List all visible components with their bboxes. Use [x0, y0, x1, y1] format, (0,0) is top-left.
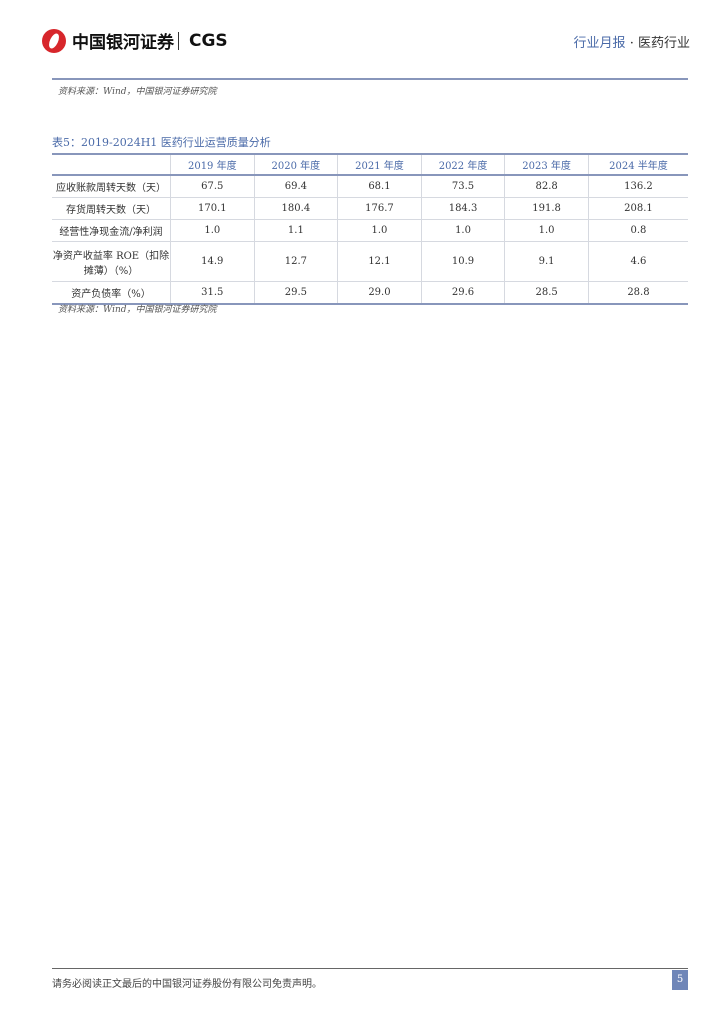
column-header: 2020 年度	[253, 153, 339, 176]
logo-divider	[178, 31, 179, 50]
table-cell: 4.6	[587, 241, 688, 282]
table-cell: 1.1	[253, 219, 339, 242]
logo-brand: CGS	[189, 30, 228, 51]
table-cell: 136.2	[587, 174, 688, 198]
table-cell: 1.0	[337, 219, 422, 242]
industry-label: 医药行业	[637, 36, 690, 51]
table-source-note: 资料来源：Wind，中国银河证券研究院	[58, 305, 217, 315]
table-cell: 28.5	[504, 281, 589, 305]
header-separator: ·	[629, 36, 634, 51]
table-cell: 69.4	[253, 174, 339, 198]
table-header-row: 2019 年度 2020 年度 2021 年度 2022 年度 2023 年度 2024 …	[52, 153, 688, 176]
table-cell: 180.4	[253, 197, 339, 220]
table-cell: 0.8	[587, 219, 688, 242]
table-cell: 73.5	[420, 174, 506, 198]
table-row: 存货周转天数（天） 170.1 180.4 176.7 184.3 191.8 208.1	[52, 197, 688, 220]
table-cell: 1.0	[504, 219, 589, 242]
logo-mark-icon	[42, 28, 66, 53]
page-number: 5	[672, 970, 688, 990]
company-logo: 中国银河证券 CGS	[42, 28, 228, 53]
table-cell: 82.8	[504, 174, 589, 198]
column-header	[52, 153, 171, 176]
row-label: 资产负债率（%）	[52, 281, 171, 305]
logo-text: 中国银河证券	[72, 33, 174, 53]
row-label: 应收账款周转天数（天）	[52, 174, 171, 198]
header-divider	[52, 78, 688, 80]
report-type: 行业月报	[573, 36, 626, 51]
row-label: 净资产收益率 ROE（扣除摊薄）（%）	[52, 241, 171, 282]
table-row: 净资产收益率 ROE（扣除摊薄）（%） 14.9 12.7 12.1 10.9 9.1 4.…	[52, 241, 688, 282]
row-label: 存货周转天数（天）	[52, 197, 171, 220]
table-cell: 29.0	[337, 281, 422, 305]
footer-divider	[52, 968, 688, 969]
table-cell: 208.1	[587, 197, 688, 220]
operating-quality-table: 2019 年度 2020 年度 2021 年度 2022 年度 2023 年度 2024 …	[52, 153, 688, 305]
top-source-note: 资料来源：Wind，中国银河证券研究院	[58, 87, 217, 97]
table-cell: 67.5	[170, 174, 255, 198]
table-cell: 176.7	[337, 197, 422, 220]
table-cell: 1.0	[420, 219, 506, 242]
table-cell: 170.1	[170, 197, 255, 220]
row-label: 经营性净现金流/净利润	[52, 219, 171, 242]
table-cell: 12.1	[337, 241, 422, 282]
table-cell: 1.0	[170, 219, 255, 242]
column-header: 2021 年度	[337, 153, 422, 176]
table-cell: 68.1	[337, 174, 422, 198]
table-cell: 12.7	[253, 241, 339, 282]
table-cell: 29.5	[253, 281, 339, 305]
table-cell: 31.5	[170, 281, 255, 305]
footer-disclaimer: 请务必阅读正文最后的中国银河证券股份有限公司免责声明。	[52, 979, 322, 990]
table-cell: 28.8	[587, 281, 688, 305]
column-header: 2022 年度	[420, 153, 506, 176]
table-row: 资产负债率（%） 31.5 29.5 29.0 29.6 28.5 28.8	[52, 281, 688, 305]
table-cell: 191.8	[504, 197, 589, 220]
table-cell: 29.6	[420, 281, 506, 305]
table-title: 表5：2019-2024H1 医药行业运营质量分析	[52, 136, 271, 149]
table-row: 应收账款周转天数（天） 67.5 69.4 68.1 73.5 82.8 136.2	[52, 174, 688, 198]
column-header: 2023 年度	[504, 153, 589, 176]
table-cell: 10.9	[420, 241, 506, 282]
column-header: 2019 年度	[170, 153, 255, 176]
column-header: 2024 半年度	[587, 153, 688, 176]
table-cell: 184.3	[420, 197, 506, 220]
table-cell: 14.9	[170, 241, 255, 282]
table-cell: 9.1	[504, 241, 589, 282]
header-report-info: 行业月报 · 医药行业	[574, 32, 690, 51]
table-row: 经营性净现金流/净利润 1.0 1.1 1.0 1.0 1.0 0.8	[52, 219, 688, 242]
